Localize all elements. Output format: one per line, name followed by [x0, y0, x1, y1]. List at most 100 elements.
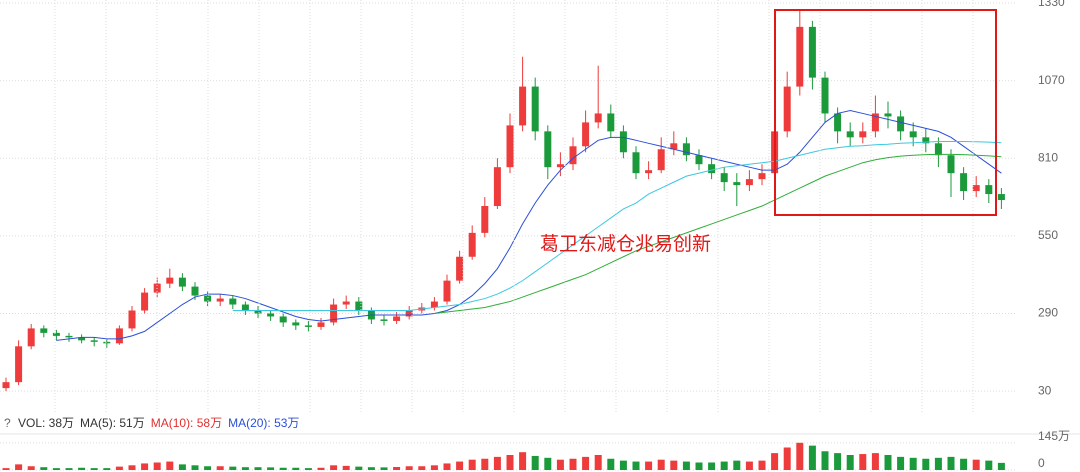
candle-body [745, 179, 753, 186]
y-tick-label: 30 [1038, 383, 1052, 397]
candle-body [468, 232, 476, 257]
candle-body [796, 26, 804, 87]
volume-bar [2, 468, 10, 470]
candle-body [733, 182, 741, 186]
volume-bar [481, 458, 489, 470]
volume-bar [771, 453, 779, 470]
y-tick-label: 0 [1038, 456, 1045, 470]
candle-body [594, 113, 602, 123]
volume-bar [191, 465, 199, 470]
volume-bar [834, 453, 842, 470]
candle-body [15, 346, 23, 383]
y-tick-label: 145万 [1038, 429, 1070, 443]
volume-bar [342, 465, 350, 470]
candle-body [443, 280, 451, 302]
volume-bar [90, 468, 98, 470]
y-tick-label: 1330 [1038, 0, 1065, 9]
highlight-box [774, 9, 997, 216]
volume-bar [241, 467, 249, 470]
volume-bar [619, 460, 627, 470]
candle-body [40, 328, 48, 333]
volume-bar [972, 459, 980, 470]
volume-bar [128, 465, 136, 470]
candle-body [330, 304, 338, 323]
volume-bar [216, 466, 224, 470]
volume-bar [40, 467, 48, 470]
volume-bar [582, 456, 590, 470]
candle-body [884, 113, 892, 117]
candle-body [178, 277, 186, 287]
candle-body [871, 113, 879, 132]
volume-bar [279, 467, 287, 470]
volume-bar [443, 463, 451, 470]
candle-body [317, 322, 325, 327]
help-icon[interactable]: ? [4, 416, 11, 430]
candle-body [519, 86, 527, 126]
candle-body [141, 292, 149, 311]
volume-bar [78, 467, 86, 470]
candle-body [997, 194, 1005, 201]
volume-bar [909, 457, 917, 470]
volume-bar [418, 466, 426, 470]
candle-body [569, 146, 577, 165]
candle-body [758, 173, 766, 180]
candle-body [267, 313, 275, 317]
volume-bar [808, 445, 816, 470]
candle-body [27, 328, 35, 347]
volume-bar [632, 461, 640, 470]
volume-bar [493, 456, 501, 470]
candle-body [65, 335, 73, 338]
candle-body [216, 298, 224, 302]
candle-body [972, 185, 980, 192]
volume-bar [178, 464, 186, 470]
annotation: 葛卫东减仓兆易创新 [540, 233, 711, 255]
volume-bar [544, 457, 552, 470]
candle-body [103, 341, 111, 344]
candle-body [682, 143, 690, 156]
candle-body [393, 316, 401, 321]
volume-bar [456, 461, 464, 470]
volume-bar [670, 460, 678, 470]
volume-bar [380, 467, 388, 470]
candle-body [531, 86, 539, 132]
candle-body [128, 310, 136, 329]
candle-body [380, 319, 388, 321]
volume-bar [292, 467, 300, 470]
volume-panel: 0 145万 VOL: 38万 MA(5): 51万 MA(10): 58万 MA(20)… [0, 416, 1080, 471]
volume-bar [52, 468, 60, 470]
volume-bar [985, 460, 993, 470]
candle-body [254, 310, 262, 314]
candle-body [544, 131, 552, 168]
candle-body [632, 152, 640, 174]
volume-bar [897, 456, 905, 470]
candle-body [947, 155, 955, 174]
candle-body [834, 113, 842, 132]
vertical-grid [54, 0, 974, 412]
volume-bar [468, 459, 476, 470]
candle-body [897, 116, 905, 132]
candle-body [241, 304, 249, 311]
volume-bar [317, 467, 325, 470]
price-panel: 30 290 550 810 1070 1330 [0, 0, 1065, 397]
volume-bar [569, 458, 577, 470]
volume-bar [531, 455, 539, 470]
volume-bar [997, 462, 1005, 470]
candle-body [859, 131, 867, 138]
volume-bar [594, 455, 602, 470]
volume-bar [556, 459, 564, 470]
volume-bar [355, 466, 363, 470]
candle-body [556, 164, 564, 168]
candle-body [191, 286, 199, 296]
volume-bar [204, 466, 212, 470]
candle-body [342, 301, 350, 305]
volume-bar [934, 457, 942, 470]
volume-bar [682, 461, 690, 470]
volume-bar [871, 453, 879, 470]
volume-bar [859, 454, 867, 470]
candle-body [204, 295, 212, 302]
volume-bar [15, 464, 23, 470]
volume-bar [796, 442, 804, 470]
candle-body [279, 316, 287, 323]
volume-bar [405, 466, 413, 470]
